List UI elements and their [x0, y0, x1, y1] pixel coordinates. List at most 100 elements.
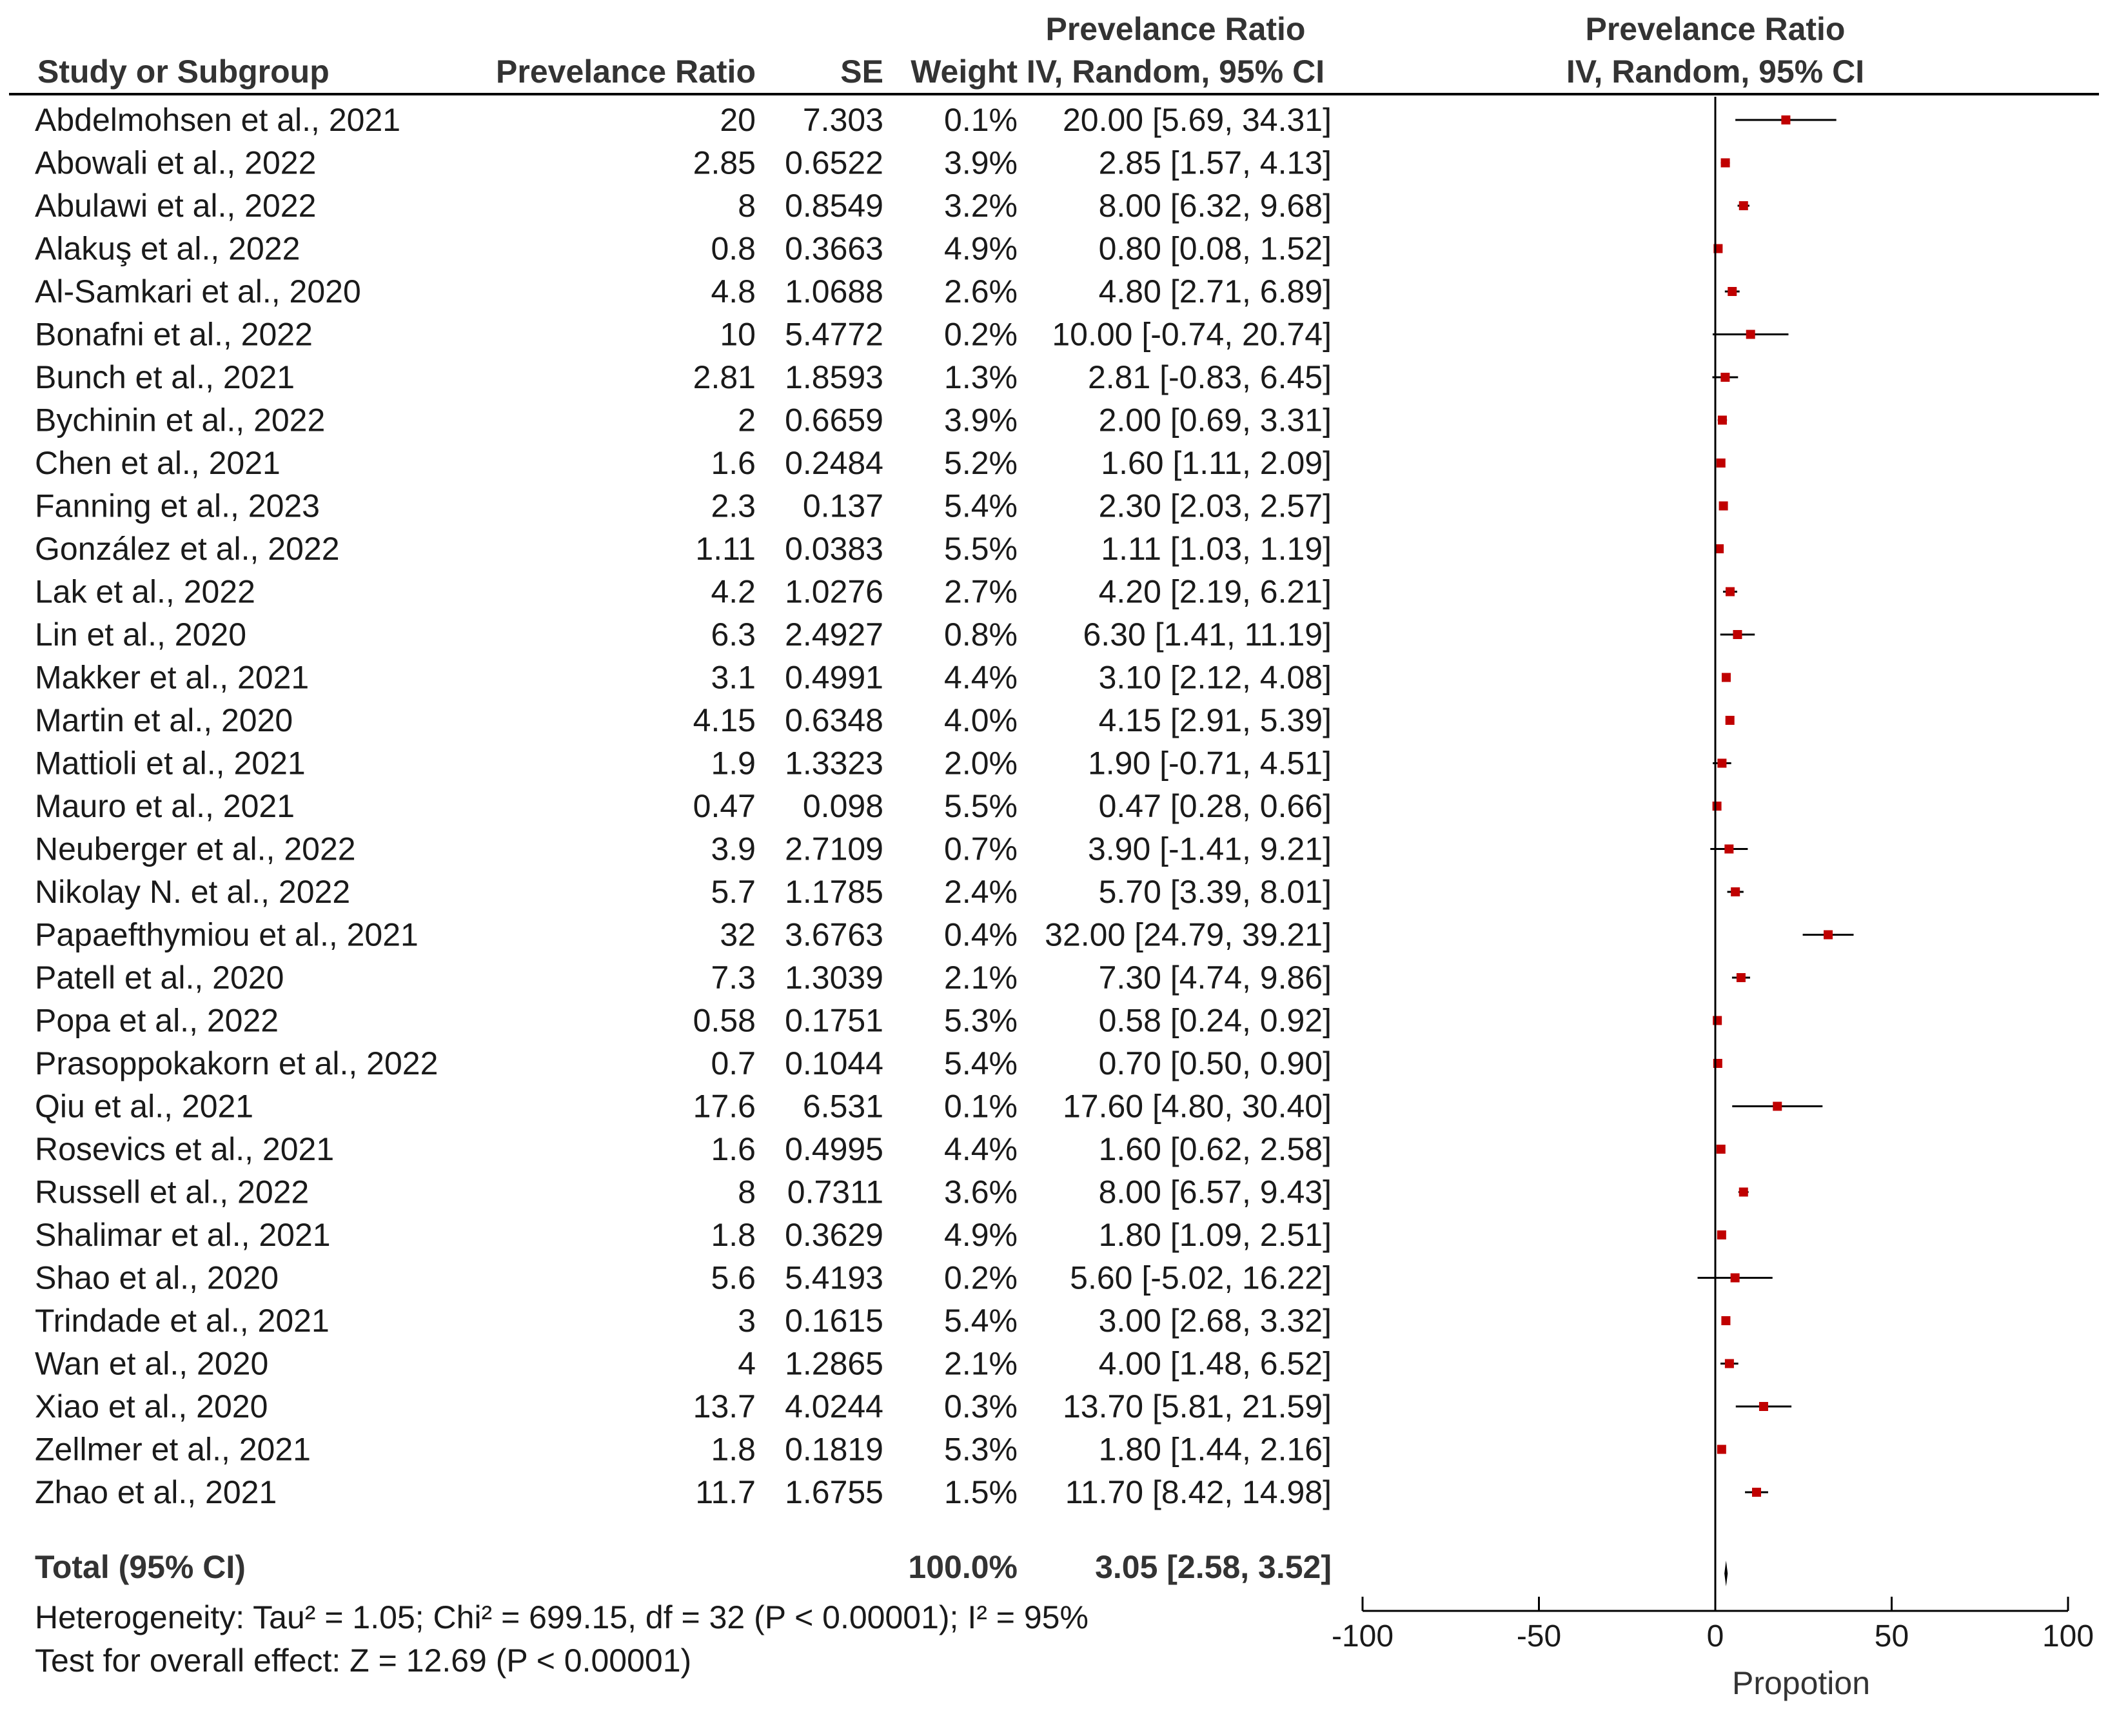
study-name: Papaefthymiou et al., 2021 [35, 917, 419, 953]
se-value: 7.303 [803, 102, 883, 138]
se-value: 0.3663 [785, 231, 883, 267]
table-row: Russell et al., 2022 8 0.7311 3.6% 8.00 [6.5… [35, 1174, 1332, 1210]
table-row: Abdelmohsen et al., 2021 20 7.303 0.1% 20.00… [35, 102, 1332, 138]
table-row: Bonafni et al., 2022 10 5.4772 0.2% 10.00 [-… [35, 317, 1332, 353]
effect-value: 1.8 [711, 1432, 756, 1468]
ci-text: 1.80 [1.44, 2.16] [1099, 1432, 1332, 1468]
point-estimate [1773, 1101, 1782, 1111]
weight-value: 5.4% [944, 1045, 1018, 1081]
study-name: Fanning et al., 2023 [35, 488, 320, 524]
ci-text: 0.58 [0.24, 0.92] [1099, 1003, 1332, 1039]
se-value: 1.3039 [785, 960, 883, 996]
study-name: Lak et al., 2022 [35, 574, 255, 610]
ci-text: 4.00 [1.48, 6.52] [1099, 1346, 1332, 1382]
weight-value: 5.5% [944, 531, 1018, 567]
point-estimate [1717, 758, 1727, 768]
ci-text: 0.47 [0.28, 0.66] [1099, 788, 1332, 824]
weight-value: 3.9% [944, 145, 1018, 181]
effect-value: 8 [738, 188, 756, 224]
se-value: 0.1819 [785, 1432, 883, 1468]
ci-text: 2.85 [1.57, 4.13] [1099, 145, 1332, 181]
effect-value: 11.7 [695, 1474, 756, 1510]
effect-value: 8 [738, 1174, 756, 1210]
weight-value: 3.6% [944, 1174, 1018, 1210]
weight-value: 0.1% [944, 102, 1018, 138]
weight-value: 0.1% [944, 1089, 1018, 1125]
table-row: Zhao et al., 2021 11.7 1.6755 1.5% 11.70 [8.… [35, 1474, 1332, 1510]
point-estimate [1739, 1187, 1748, 1197]
effect-value: 10 [720, 317, 756, 353]
point-estimate [1781, 115, 1791, 124]
ci-text: 0.80 [0.08, 1.52] [1099, 231, 1332, 267]
plot-area: -100 -50 0 50 100 [1332, 97, 2094, 1653]
effect-value: 20 [720, 102, 756, 138]
header-study: Study or Subgroup [37, 54, 330, 90]
point-estimate [1717, 1230, 1726, 1239]
weight-value: 4.4% [944, 1131, 1018, 1167]
x-tick-label: 100 [2042, 1619, 2094, 1653]
study-name: Abowali et al., 2022 [35, 145, 316, 181]
se-value: 0.6348 [785, 702, 883, 738]
table-row: Alakuş et al., 2022 0.8 0.3663 4.9% 0.80 [0.… [35, 231, 1332, 267]
weight-value: 2.7% [944, 574, 1018, 610]
se-value: 0.6522 [785, 145, 883, 181]
effect-value: 32 [720, 917, 756, 953]
effect-value: 1.6 [711, 445, 756, 481]
table-row: Abulawi et al., 2022 8 0.8549 3.2% 8.00 [6.3… [35, 188, 1332, 224]
effect-value: 13.7 [693, 1388, 756, 1425]
point-estimate [1715, 544, 1724, 553]
point-estimate [1731, 887, 1740, 896]
table-row: Shalimar et al., 2021 1.8 0.3629 4.9% 1.80 [… [35, 1217, 1332, 1253]
table-row: Bunch et al., 2021 2.81 1.8593 1.3% 2.81 [-0… [35, 359, 1332, 395]
study-name: Popa et al., 2022 [35, 1003, 279, 1039]
point-estimate [1733, 630, 1742, 639]
ci-text: 0.70 [0.50, 0.90] [1099, 1045, 1332, 1081]
se-value: 1.3323 [785, 745, 883, 782]
study-name: Chen et al., 2021 [35, 445, 281, 481]
ci-text: 3.10 [2.12, 4.08] [1099, 660, 1332, 696]
effect-value: 1.8 [711, 1217, 756, 1253]
point-estimate [1721, 1316, 1731, 1325]
point-estimate [1724, 844, 1734, 854]
effect-value: 0.58 [693, 1003, 756, 1039]
weight-value: 0.3% [944, 1388, 1018, 1425]
point-estimate [1721, 673, 1731, 682]
table-row: Neuberger et al., 2022 3.9 2.7109 0.7% 3.90 … [35, 831, 1332, 867]
table-row: Wan et al., 2020 4 1.2865 2.1% 4.00 [1.48, 6… [35, 1346, 1332, 1382]
table-row: Makker et al., 2021 3.1 0.4991 4.4% 3.10 [2.… [35, 660, 1332, 696]
weight-value: 5.2% [944, 445, 1018, 481]
weight-value: 0.7% [944, 831, 1018, 867]
ci-text: 8.00 [6.32, 9.68] [1099, 188, 1332, 224]
study-name: Al-Samkari et al., 2020 [35, 273, 361, 310]
total-label: Total (95% CI) [35, 1549, 246, 1585]
study-name: Qiu et al., 2021 [35, 1089, 253, 1125]
point-estimate [1724, 1359, 1734, 1368]
effect-value: 3.9 [711, 831, 756, 867]
se-value: 2.4927 [785, 616, 883, 653]
effect-value: 3 [738, 1303, 756, 1339]
se-value: 0.6659 [785, 402, 883, 439]
se-value: 3.6763 [785, 917, 883, 953]
point-estimate [1824, 930, 1833, 940]
ci-text: 32.00 [24.79, 39.21] [1045, 917, 1332, 953]
x-tick-label: -50 [1517, 1619, 1561, 1653]
se-value: 6.531 [803, 1089, 883, 1125]
study-name: Wan et al., 2020 [35, 1346, 268, 1382]
header-weight: Weight [911, 54, 1018, 90]
ci-text: 1.60 [0.62, 2.58] [1099, 1131, 1332, 1167]
study-name: Lin et al., 2020 [35, 616, 246, 653]
table-row: Trindade et al., 2021 3 0.1615 5.4% 3.00 [2.… [35, 1303, 1332, 1339]
ci-text: 13.70 [5.81, 21.59] [1063, 1388, 1332, 1425]
ci-text: 4.80 [2.71, 6.89] [1099, 273, 1332, 310]
weight-value: 4.4% [944, 660, 1018, 696]
study-name: Zhao et al., 2021 [35, 1474, 277, 1510]
effect-value: 1.11 [695, 531, 756, 567]
table-row: González et al., 2022 1.11 0.0383 5.5% 1.11 … [35, 531, 1332, 567]
study-name: Xiao et al., 2020 [35, 1388, 268, 1425]
se-value: 0.0383 [785, 531, 883, 567]
header-ci-sub: IV, Random, 95% CI [1027, 54, 1325, 90]
table-row: Bychinin et al., 2022 2 0.6659 3.9% 2.00 [0.… [35, 402, 1332, 439]
point-estimate [1720, 158, 1730, 168]
table-row: Mattioli et al., 2021 1.9 1.3323 2.0% 1.90 [… [35, 745, 1332, 782]
se-value: 0.1751 [785, 1003, 883, 1039]
